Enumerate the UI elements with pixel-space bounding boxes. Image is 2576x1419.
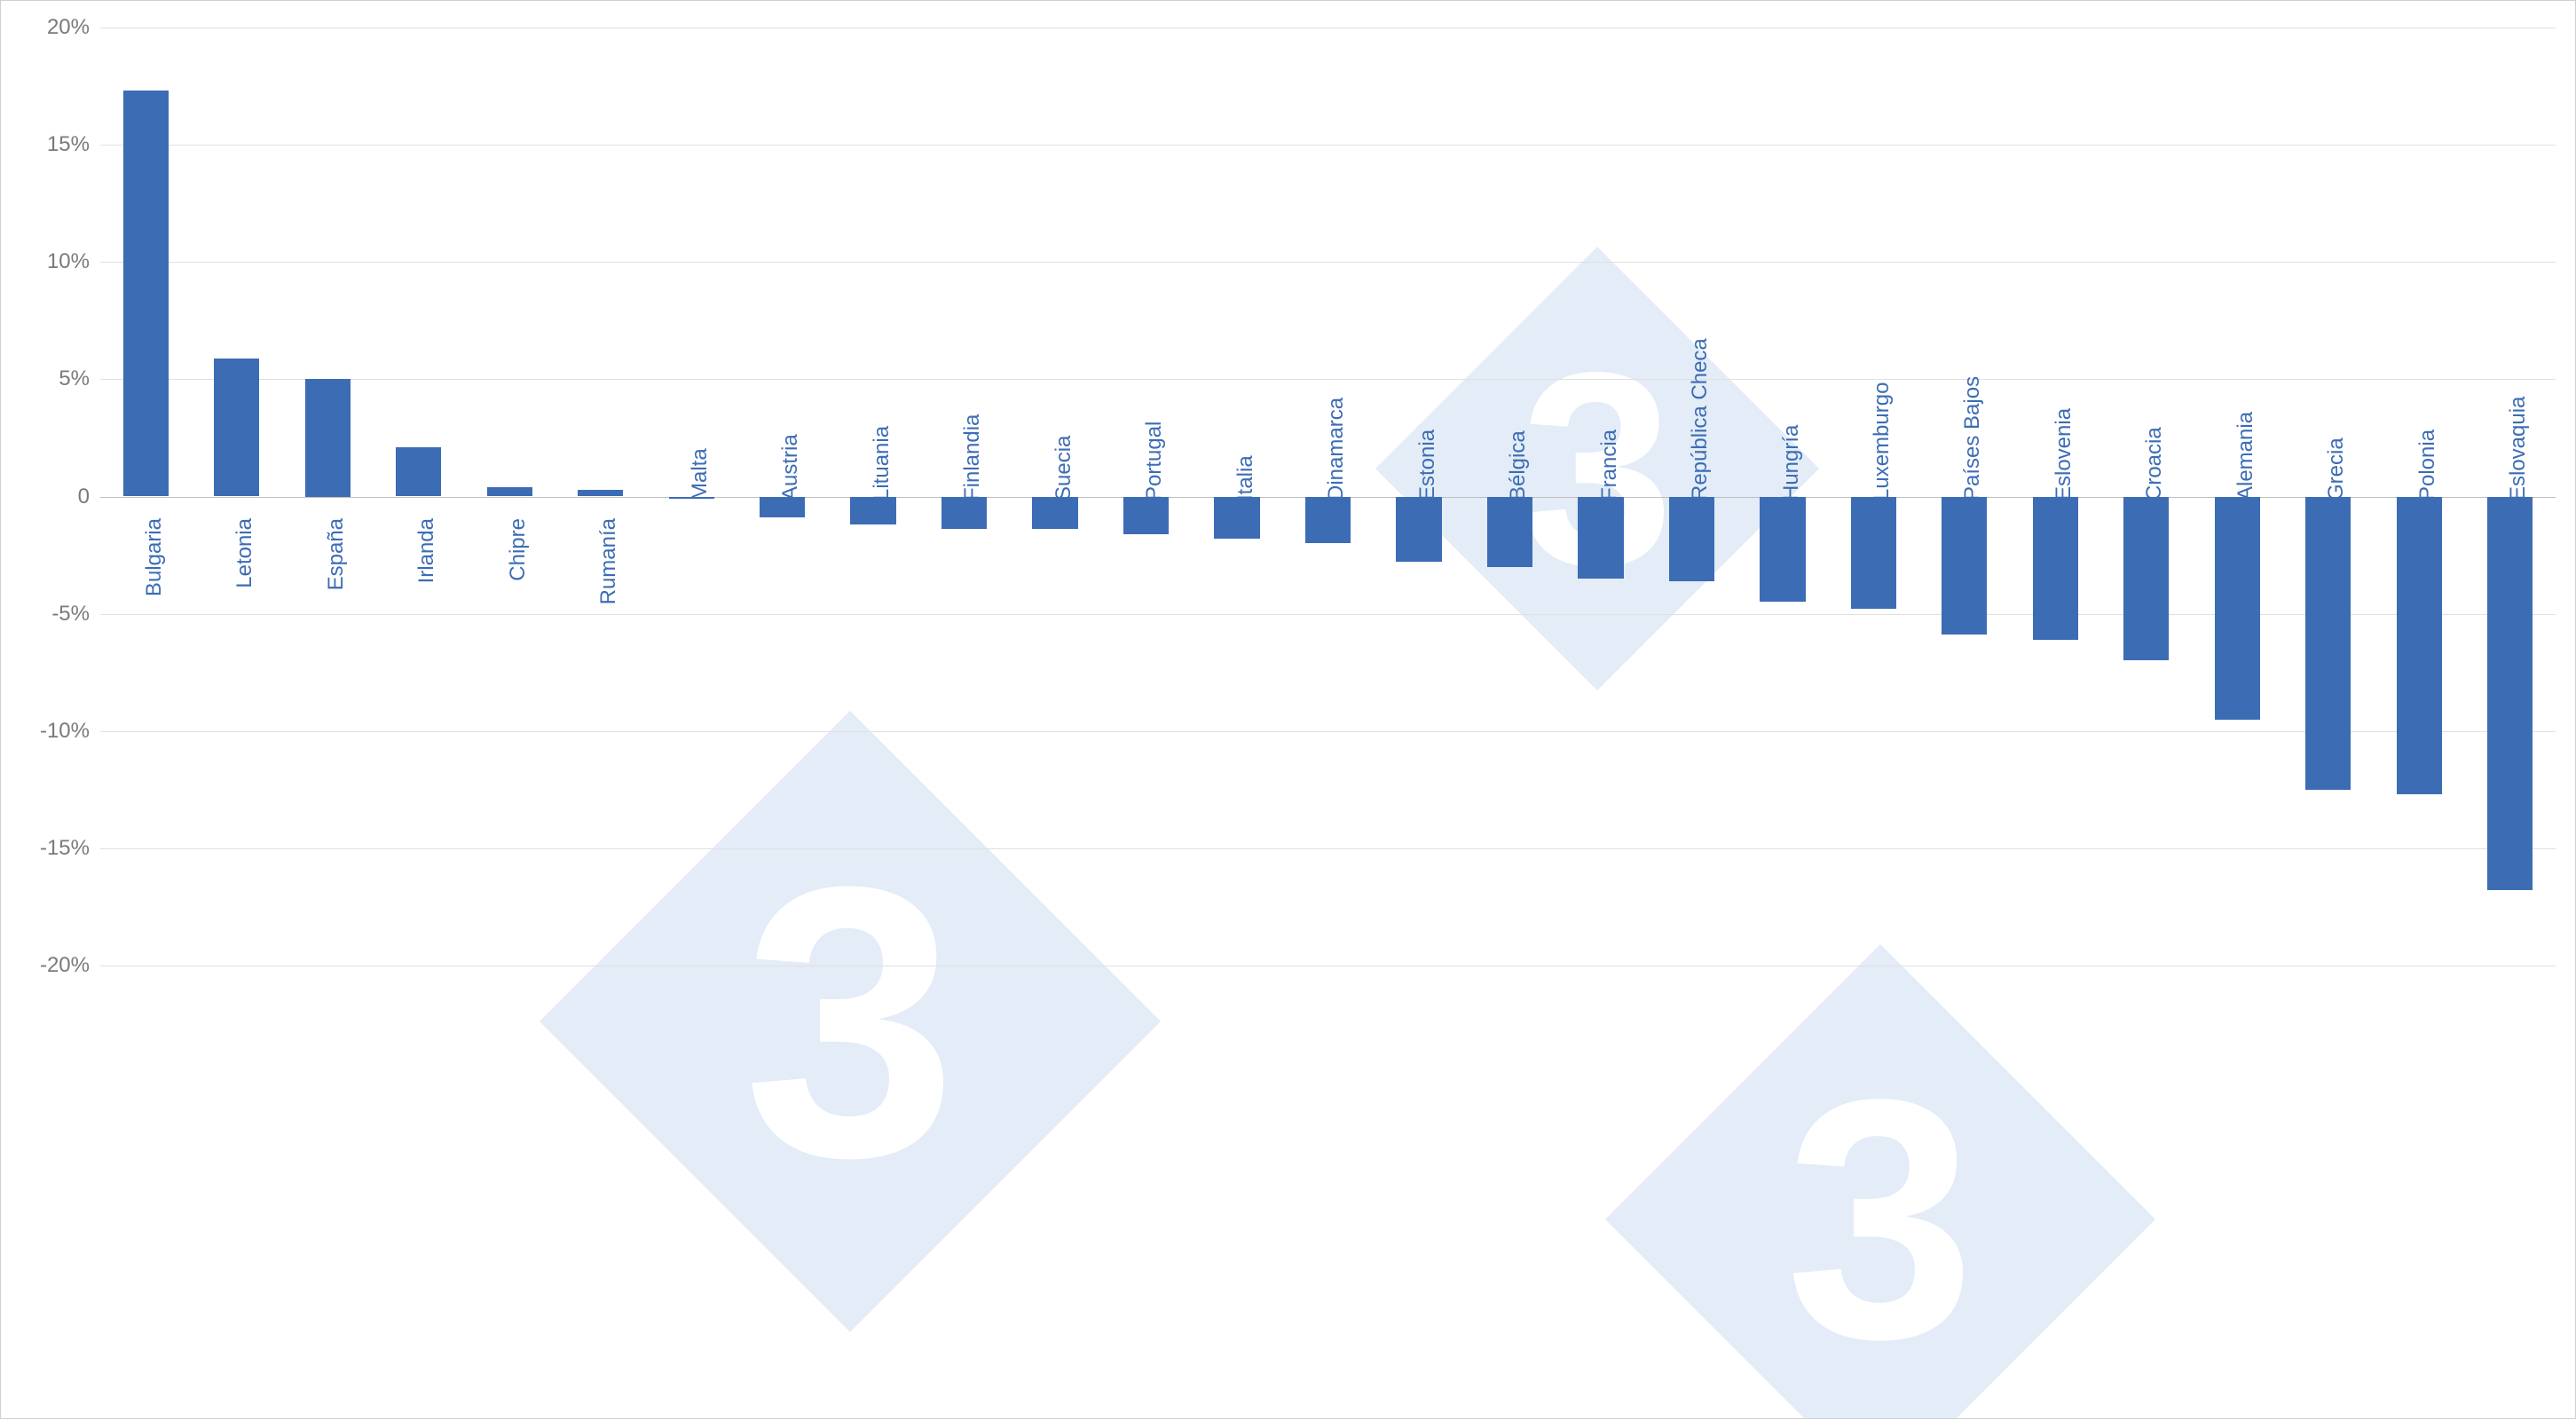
bar: [305, 379, 351, 496]
bar-category-label: Polonia: [2415, 429, 2440, 500]
bar-category-label: Irlanda: [414, 518, 439, 583]
bar: [941, 497, 987, 530]
bar-category-label: Italia: [1233, 455, 1258, 501]
bar: [2033, 497, 2078, 640]
bar: [1032, 497, 1077, 530]
bar-category-label: Bulgaria: [142, 518, 167, 596]
bar-category-label: Dinamarca: [1324, 397, 1349, 500]
y-tick-label: 20%: [47, 15, 100, 40]
bar-category-label: Eslovaquia: [2506, 396, 2531, 500]
bar: [1760, 497, 1805, 603]
bar: [1305, 497, 1351, 544]
bar: [123, 91, 169, 496]
gridline: [100, 614, 2556, 615]
bar: [1487, 497, 1532, 567]
bar: [1669, 497, 1714, 581]
bar-category-label: Croacia: [2142, 427, 2167, 501]
bar: [396, 447, 441, 496]
y-tick-label: 15%: [47, 132, 100, 157]
gridline: [100, 848, 2556, 849]
y-tick-label: -20%: [40, 953, 100, 978]
bar: [1578, 497, 1623, 579]
chart-container: 333 -20%-15%-10%-5%05%10%15%20% Bulgaria…: [0, 0, 2576, 1419]
bar-category-label: República Checa: [1688, 338, 1713, 501]
bar: [1214, 497, 1259, 540]
bar: [2397, 497, 2442, 795]
bar-category-label: Letonia: [232, 518, 257, 588]
bar-category-label: Grecia: [2324, 438, 2349, 501]
gridline: [100, 262, 2556, 263]
bar-category-label: Países Bajos: [1960, 375, 1985, 500]
bar-category-label: Estonia: [1415, 429, 1440, 500]
bar: [1396, 497, 1441, 563]
bar-category-label: Chipre: [506, 518, 531, 581]
bar-category-label: Alemania: [2233, 411, 2258, 500]
plot-area: -20%-15%-10%-5%05%10%15%20% BulgariaLeto…: [100, 28, 2556, 966]
bar: [487, 487, 532, 497]
bar-category-label: España: [324, 518, 349, 590]
bar-category-label: Portugal: [1142, 421, 1167, 500]
bar: [850, 497, 895, 525]
bar: [1942, 497, 1987, 635]
y-tick-label: -5%: [51, 602, 100, 627]
y-tick-label: 5%: [59, 367, 100, 391]
bar: [2123, 497, 2169, 661]
bar: [578, 490, 623, 497]
y-tick-label: -10%: [40, 719, 100, 744]
bar-category-label: Suecia: [1052, 435, 1076, 500]
bar-category-label: Rumanía: [596, 518, 621, 604]
bar-category-label: Hungría: [1779, 424, 1804, 500]
bar-category-label: Malta: [688, 448, 713, 501]
bar: [214, 359, 259, 497]
bar: [2215, 497, 2260, 720]
y-tick-label: 0: [78, 485, 100, 509]
y-tick-label: 10%: [47, 249, 100, 274]
y-tick-label: -15%: [40, 836, 100, 861]
bar: [1851, 497, 1896, 610]
gridline: [100, 145, 2556, 146]
bar-category-label: Austria: [778, 434, 803, 501]
gridline: [100, 731, 2556, 732]
bar-category-label: Lituania: [870, 425, 894, 500]
bar-category-label: Finlandia: [960, 414, 985, 500]
bar-category-label: Luxemburgo: [1870, 382, 1895, 500]
bar-category-label: Eslovenia: [2052, 407, 2076, 500]
watermark-diamond: 3: [1605, 944, 2155, 1419]
bar: [2487, 497, 2533, 891]
bar-category-label: Francia: [1597, 429, 1622, 500]
bar: [2305, 497, 2351, 790]
bar: [1123, 497, 1169, 534]
bar-category-label: Bélgica: [1506, 430, 1531, 501]
gridline: [100, 379, 2556, 380]
